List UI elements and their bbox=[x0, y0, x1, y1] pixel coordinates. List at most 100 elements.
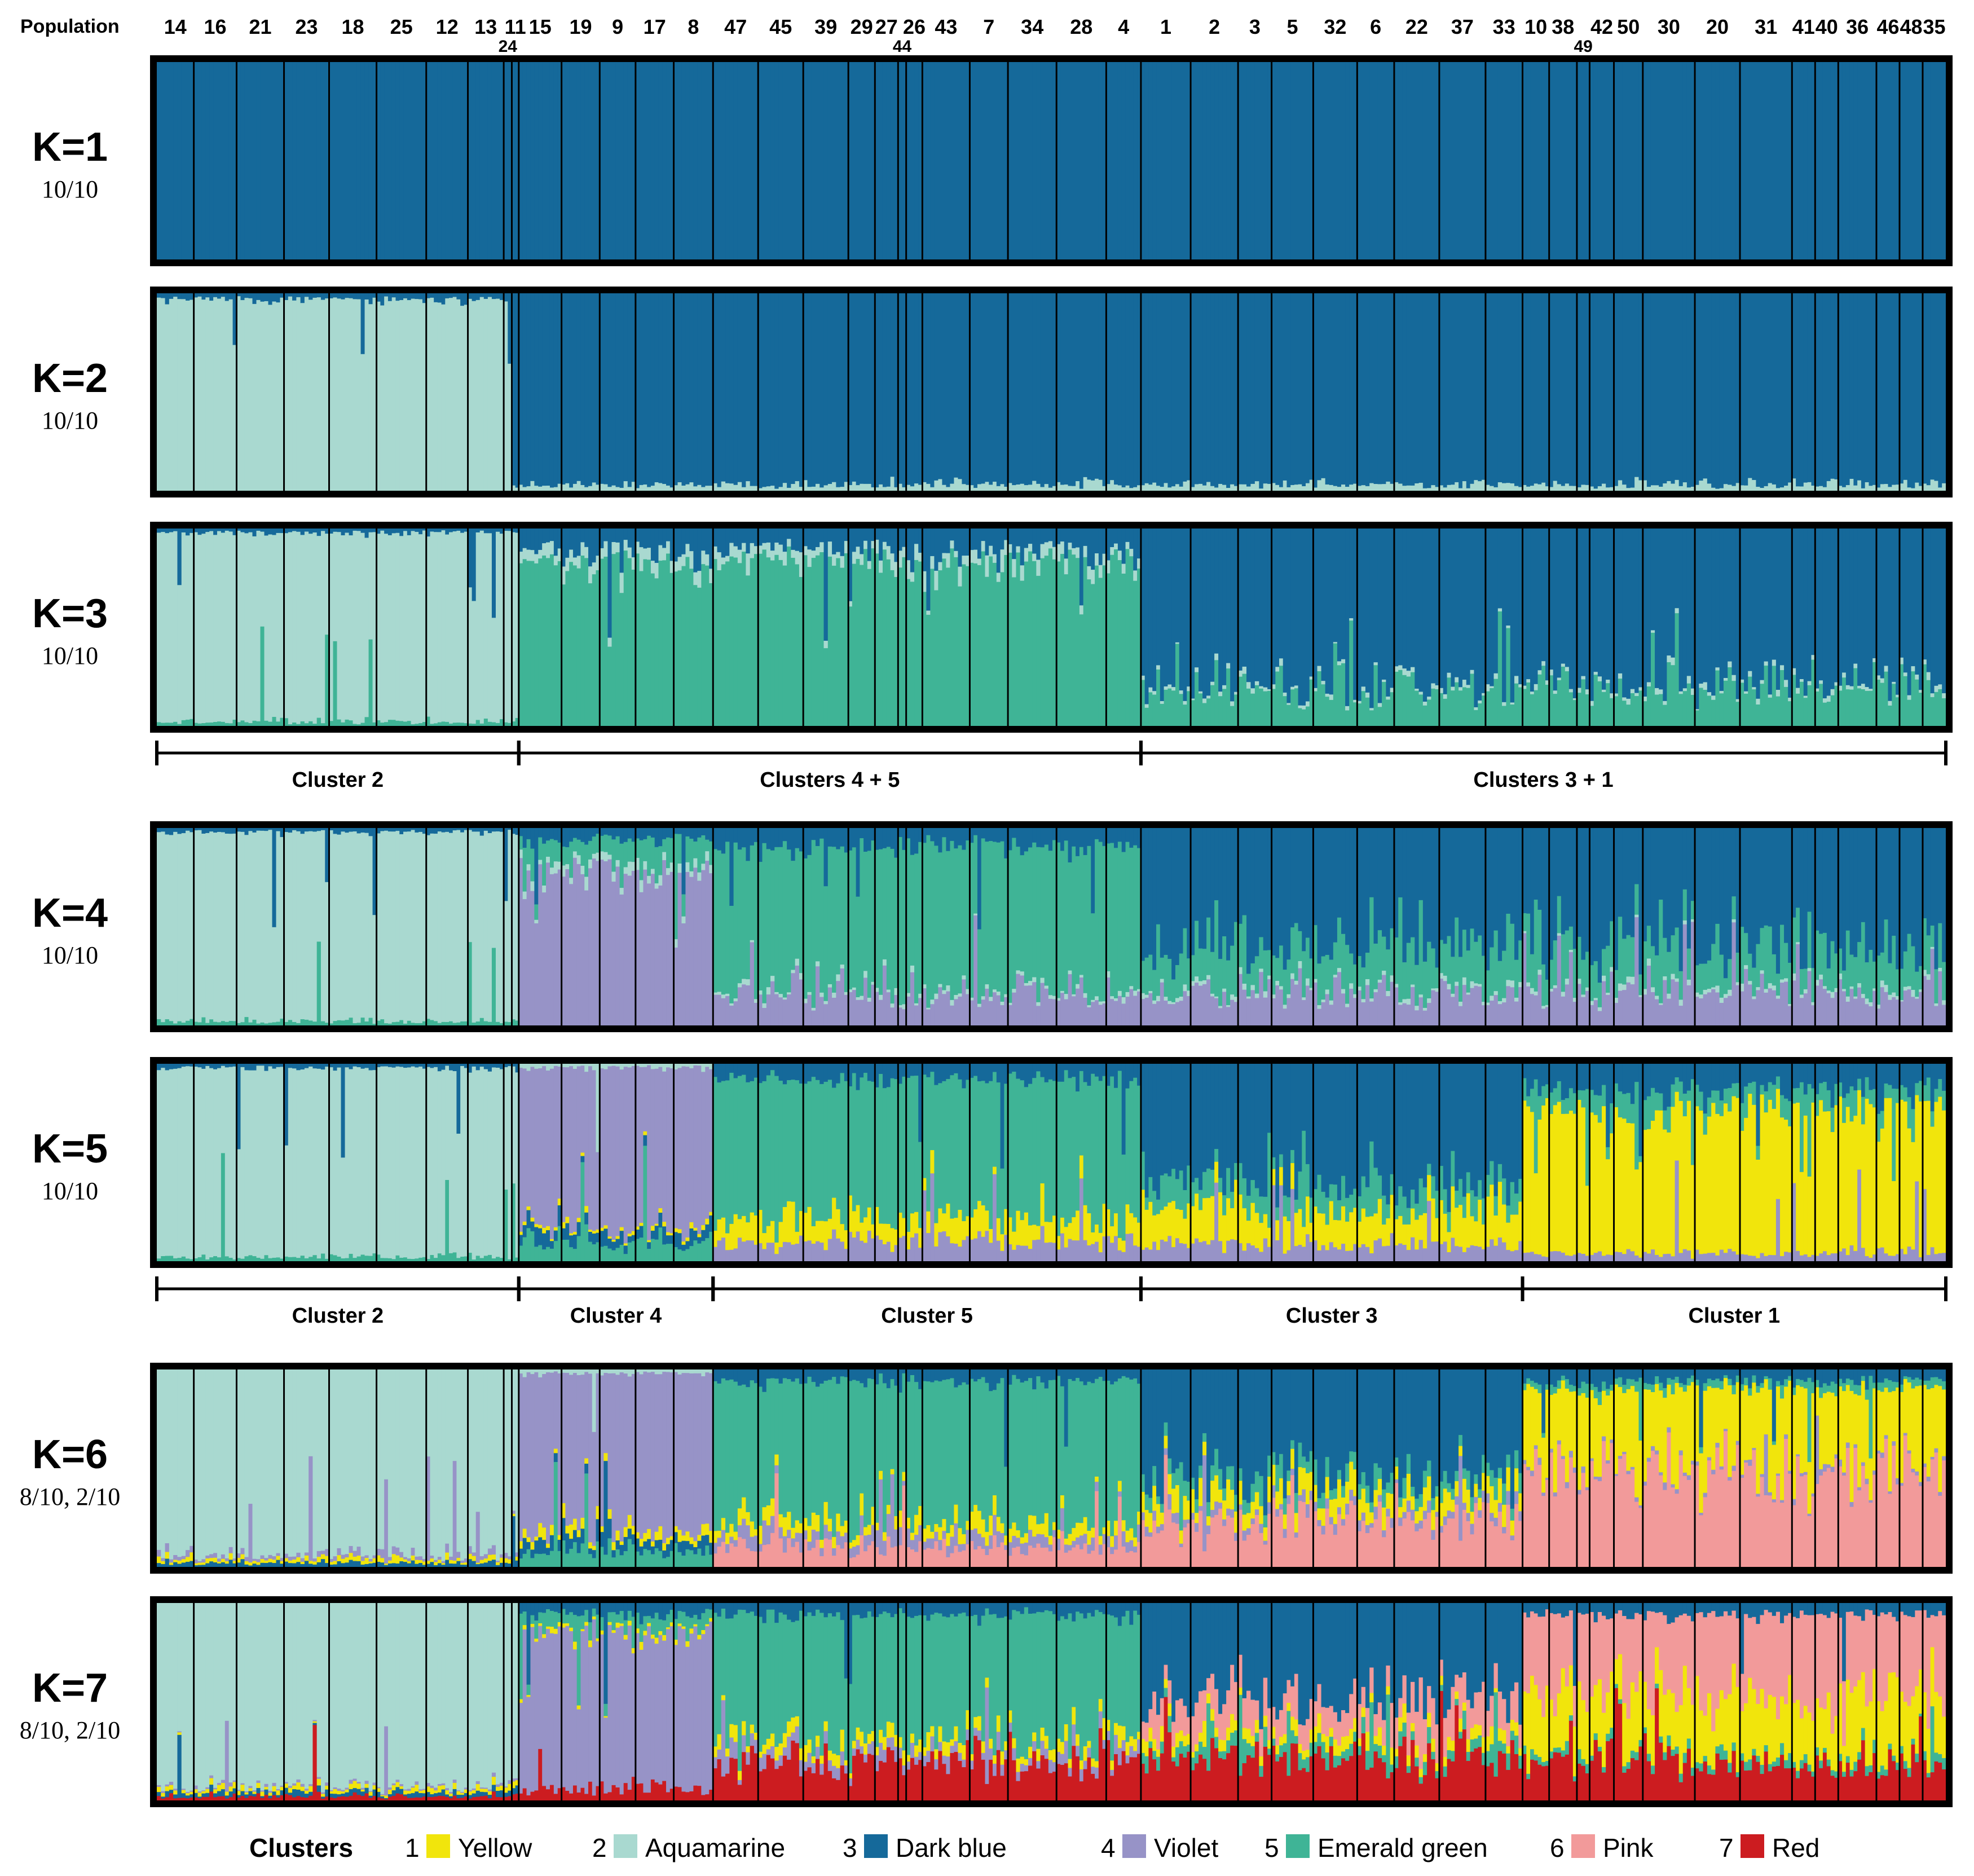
ancestry-segment bbox=[1129, 529, 1134, 549]
ancestry-segment bbox=[1373, 943, 1378, 990]
ancestry-segment bbox=[1719, 529, 1724, 692]
ancestry-segment bbox=[518, 1245, 523, 1262]
ancestry-segment bbox=[244, 533, 249, 723]
ancestry-segment bbox=[742, 828, 747, 848]
ancestry-segment bbox=[391, 297, 396, 491]
ancestry-segment bbox=[650, 529, 655, 561]
population-label: 18 bbox=[341, 15, 364, 38]
ancestry-segment bbox=[1659, 1003, 1663, 1006]
ancestry-segment bbox=[778, 847, 783, 994]
ancestry-segment bbox=[1259, 62, 1264, 260]
ancestry-segment bbox=[1267, 975, 1272, 980]
ancestry-segment bbox=[890, 62, 895, 260]
ancestry-segment bbox=[894, 529, 898, 562]
ancestry-segment bbox=[1337, 529, 1342, 662]
ancestry-segment bbox=[272, 1064, 277, 1069]
ancestry-segment bbox=[360, 529, 365, 534]
ancestry-segment bbox=[1386, 62, 1391, 260]
ancestry-segment bbox=[356, 293, 362, 300]
ancestry-segment bbox=[713, 849, 718, 993]
ancestry-segment bbox=[811, 486, 816, 491]
ancestry-segment bbox=[193, 828, 199, 831]
ancestry-segment bbox=[1903, 676, 1908, 726]
ancestry-segment bbox=[312, 831, 318, 1022]
ancestry-segment bbox=[742, 293, 747, 488]
ancestry-segment bbox=[496, 1257, 500, 1262]
ancestry-segment bbox=[1602, 293, 1606, 485]
ancestry-segment bbox=[1418, 62, 1424, 260]
ancestry-segment bbox=[1807, 62, 1812, 260]
ancestry-segment bbox=[364, 1021, 369, 1026]
ancestry-segment bbox=[966, 62, 971, 260]
ancestry-segment bbox=[1357, 955, 1362, 987]
ancestry-segment bbox=[304, 297, 309, 491]
ancestry-segment bbox=[770, 828, 775, 851]
ancestry-segment bbox=[320, 529, 325, 531]
ancestry-segment bbox=[1306, 529, 1310, 702]
ancestry-segment bbox=[1655, 62, 1659, 260]
ancestry-segment bbox=[1164, 689, 1168, 726]
ancestry-segment bbox=[1565, 293, 1570, 484]
ancestry-segment bbox=[349, 1018, 354, 1026]
ancestry-segment bbox=[758, 990, 763, 995]
ancestry-segment bbox=[557, 828, 562, 843]
ancestry-segment bbox=[1606, 62, 1610, 260]
population-label: 9 bbox=[612, 15, 623, 38]
ancestry-segment bbox=[1195, 667, 1199, 673]
ancestry-segment bbox=[309, 534, 314, 722]
ancestry-segment bbox=[1565, 828, 1570, 931]
ancestry-segment bbox=[1834, 953, 1839, 989]
ancestry-segment bbox=[1394, 62, 1399, 260]
ancestry-segment bbox=[631, 529, 636, 558]
ancestry-segment bbox=[352, 293, 358, 300]
ancestry-segment bbox=[487, 62, 492, 260]
ancestry-segment bbox=[380, 62, 385, 260]
ancestry-segment bbox=[693, 486, 698, 491]
ancestry-segment bbox=[1853, 957, 1858, 997]
ancestry-segment bbox=[173, 62, 178, 260]
ancestry-segment bbox=[807, 529, 812, 550]
ancestry-segment bbox=[1888, 828, 1892, 964]
ancestry-segment bbox=[1040, 983, 1045, 1026]
ancestry-segment bbox=[232, 828, 237, 834]
k-label: K=5 bbox=[32, 1126, 108, 1172]
ancestry-segment bbox=[304, 1258, 309, 1262]
ancestry-segment bbox=[1102, 529, 1107, 554]
ancestry-segment bbox=[1083, 545, 1088, 558]
ancestry-segment bbox=[914, 483, 919, 491]
ancestry-segment bbox=[962, 849, 967, 976]
ancestry-segment bbox=[1365, 953, 1370, 980]
ancestry-segment bbox=[1815, 980, 1819, 987]
ancestry-segment bbox=[596, 828, 600, 834]
ancestry-segment bbox=[456, 62, 461, 260]
ancestry-segment bbox=[1622, 939, 1627, 985]
ancestry-segment bbox=[1036, 483, 1041, 491]
ancestry-segment bbox=[491, 1258, 496, 1262]
ancestry-segment bbox=[228, 1021, 233, 1026]
ancestry-segment bbox=[508, 830, 513, 1023]
ancestry-segment bbox=[938, 293, 943, 480]
ancestry-segment bbox=[352, 1023, 358, 1026]
ancestry-segment bbox=[186, 1020, 190, 1026]
ancestry-segment bbox=[418, 828, 423, 833]
ancestry-segment bbox=[284, 62, 289, 260]
ancestry-segment bbox=[1052, 840, 1057, 997]
ancestry-segment bbox=[1286, 994, 1291, 999]
ancestry-segment bbox=[1752, 828, 1757, 968]
ancestry-segment bbox=[799, 62, 804, 260]
ancestry-segment bbox=[1593, 529, 1598, 672]
ancestry-segment bbox=[349, 1069, 354, 1254]
ancestry-segment bbox=[996, 62, 1001, 260]
ancestry-segment bbox=[181, 1023, 186, 1026]
ancestry-segment bbox=[449, 62, 453, 260]
ancestry-segment bbox=[1279, 828, 1284, 946]
ancestry-segment bbox=[871, 548, 875, 726]
ancestry-segment bbox=[1915, 998, 1919, 1026]
ancestry-segment bbox=[1663, 828, 1667, 939]
ancestry-segment bbox=[1000, 828, 1004, 842]
ancestry-segment bbox=[434, 293, 438, 303]
ancestry-segment bbox=[1667, 952, 1672, 994]
ancestry-segment bbox=[320, 531, 325, 724]
ancestry-segment bbox=[1768, 62, 1773, 260]
ancestry-segment bbox=[1179, 486, 1184, 491]
